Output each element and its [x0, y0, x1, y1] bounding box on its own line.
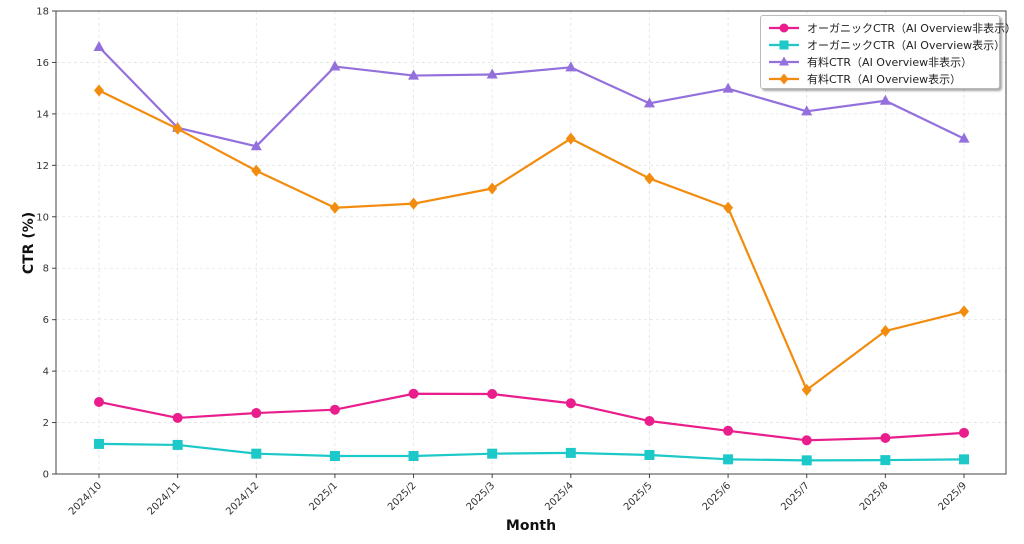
- data-point: [879, 94, 891, 105]
- data-point: [801, 455, 812, 466]
- x-tick-label: 2025/8: [858, 480, 891, 513]
- data-point: [251, 448, 262, 459]
- legend-label: オーガニックCTR（AI Overview表示）: [807, 38, 1006, 52]
- x-tick-label: 2025/9: [936, 480, 969, 513]
- axes-frame: [55, 10, 1007, 475]
- data-point: [644, 172, 655, 185]
- data-point: [329, 450, 340, 461]
- series-0: [94, 388, 969, 446]
- data-point: [408, 69, 420, 80]
- y-tick-label: 14: [36, 109, 49, 120]
- legend: オーガニックCTR（AI Overview非表示） オーガニックCTR（AI O…: [760, 15, 1016, 89]
- y-tick-label: 6: [43, 315, 49, 326]
- data-point: [880, 432, 891, 443]
- data-point: [94, 396, 104, 407]
- legend-item: 有料CTR（AI Overview非表示）: [767, 53, 993, 70]
- x-axis-title: Month: [506, 518, 556, 534]
- data-point: [565, 447, 576, 458]
- x-tick-label: 2025/6: [701, 480, 734, 513]
- data-point: [329, 404, 340, 415]
- data-point: [408, 388, 419, 399]
- x-tick-label: 2024/12: [224, 480, 261, 517]
- y-tick-label: 2: [43, 418, 49, 429]
- data-point: [408, 197, 419, 210]
- x-tick-label: 2024/10: [67, 480, 104, 517]
- series-3: [94, 84, 969, 396]
- legend-label: 有料CTR（AI Overview非表示）: [807, 55, 973, 69]
- y-tick-label: 4: [43, 367, 49, 378]
- x-tick-label: 2025/5: [622, 480, 655, 513]
- data-point: [880, 455, 891, 466]
- data-point: [94, 84, 104, 97]
- data-point: [723, 201, 734, 214]
- y-tick-label: 18: [36, 7, 49, 18]
- series-line: [98, 89, 965, 391]
- legend-item: 有料CTR（AI Overview表示）: [767, 70, 993, 87]
- y-tick-label: 16: [36, 58, 49, 69]
- data-point: [251, 408, 262, 419]
- data-point: [801, 105, 813, 116]
- data-point: [250, 140, 262, 151]
- data-point: [329, 201, 340, 214]
- legend-item: オーガニックCTR（AI Overview表示）: [767, 36, 1005, 53]
- legend-swatch-square-icon: [769, 40, 799, 49]
- x-tick-label: 2025/4: [543, 480, 576, 513]
- data-point: [329, 60, 341, 71]
- x-tick-label: 2025/7: [779, 480, 812, 513]
- legend-swatch-circle-icon: [769, 23, 799, 32]
- data-point: [643, 97, 655, 108]
- data-point: [801, 435, 812, 446]
- y-tick-label: 8: [43, 264, 49, 275]
- legend-label: 有料CTR（AI Overview表示）: [807, 72, 962, 86]
- data-point: [801, 383, 812, 396]
- y-axis-title: CTR (%): [21, 212, 37, 274]
- data-point: [172, 412, 183, 423]
- data-point: [408, 450, 419, 461]
- data-point: [487, 182, 498, 195]
- y-axis: 0 2 4 6 8 10 12 14 16 18: [36, 7, 56, 481]
- series-1: [94, 438, 969, 466]
- data-point: [959, 427, 969, 438]
- data-point: [487, 389, 498, 400]
- series-line: [98, 46, 965, 148]
- y-tick-label: 10: [36, 212, 49, 223]
- x-tick-label: 2025/1: [307, 480, 340, 513]
- data-point: [959, 305, 969, 318]
- x-tick-label: 2025/3: [465, 480, 498, 513]
- data-point: [487, 448, 498, 459]
- x-axis: 2024/10 2024/11 2024/12 2025/1 2025/2 2025/3 2…: [67, 474, 969, 517]
- data-point: [958, 132, 970, 143]
- series-line: [98, 442, 965, 462]
- data-point: [644, 416, 655, 427]
- legend-label: オーガニックCTR（AI Overview非表示）: [807, 21, 1017, 35]
- data-point: [644, 449, 655, 460]
- data-point: [251, 164, 262, 177]
- data-point: [722, 82, 734, 93]
- legend-swatch-triangle-icon: [769, 56, 799, 65]
- data-point: [723, 425, 734, 436]
- data-point: [723, 454, 734, 465]
- data-point: [959, 454, 969, 465]
- legend-item: オーガニックCTR（AI Overview非表示）: [767, 19, 1016, 36]
- x-tick-label: 2025/2: [386, 480, 419, 513]
- series-layer: [93, 41, 970, 466]
- x-tick-label: 2024/11: [146, 480, 183, 517]
- legend-swatch-diamond-icon: [769, 73, 799, 84]
- y-tick-label: 12: [36, 161, 49, 172]
- data-point: [172, 122, 183, 135]
- data-point: [93, 41, 105, 52]
- y-tick-label: 0: [43, 470, 49, 481]
- data-point: [565, 61, 577, 72]
- series-line: [98, 392, 965, 442]
- data-point: [172, 439, 183, 450]
- data-point: [94, 438, 104, 449]
- data-point: [880, 324, 891, 337]
- data-point: [565, 132, 576, 145]
- data-point: [565, 398, 576, 409]
- data-point: [486, 68, 498, 79]
